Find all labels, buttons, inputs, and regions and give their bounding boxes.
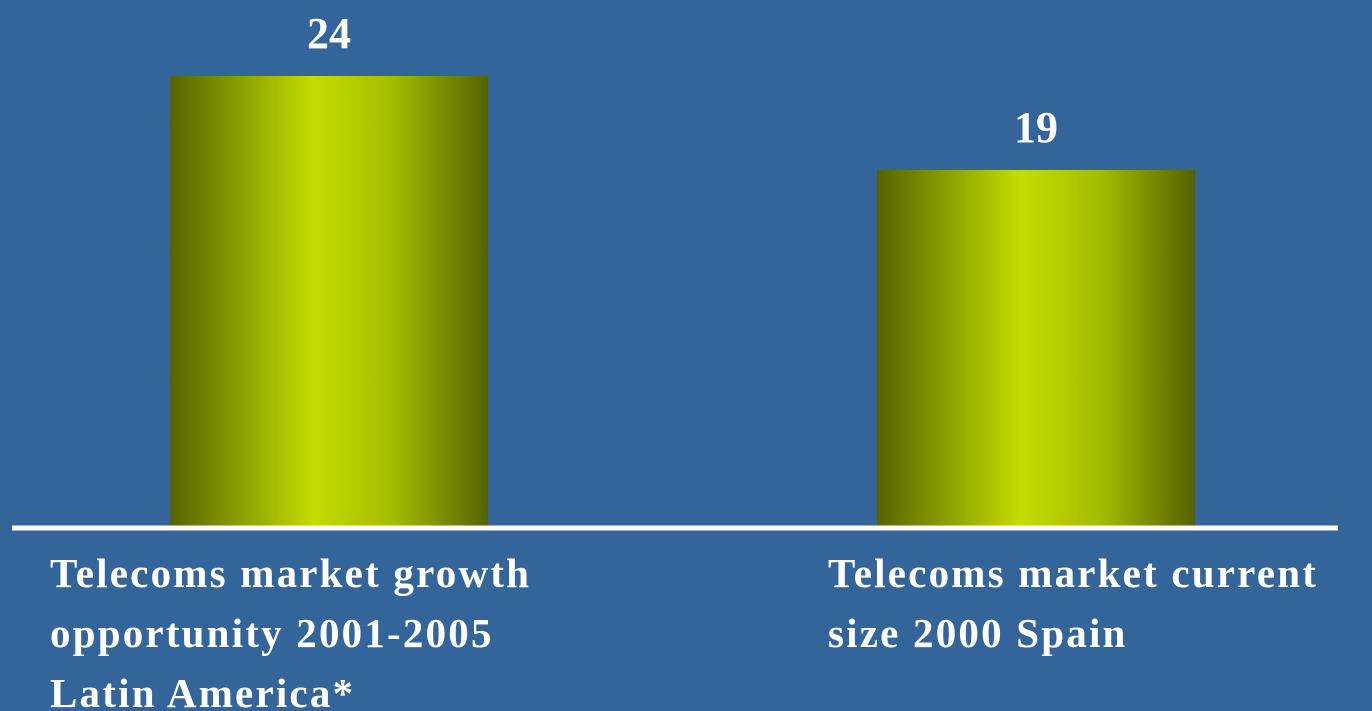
bar — [877, 169, 1195, 528]
category-label: Latin America* — [50, 670, 355, 711]
category-label: Telecoms market current — [828, 550, 1318, 596]
category-label: Telecoms market growth — [50, 550, 531, 596]
category-label: opportunity 2001-2005 — [50, 610, 494, 656]
category-label: size 2000 Spain — [828, 610, 1128, 656]
value-label: 19 — [1014, 103, 1058, 152]
value-label: 24 — [307, 9, 351, 58]
bar — [170, 76, 488, 527]
